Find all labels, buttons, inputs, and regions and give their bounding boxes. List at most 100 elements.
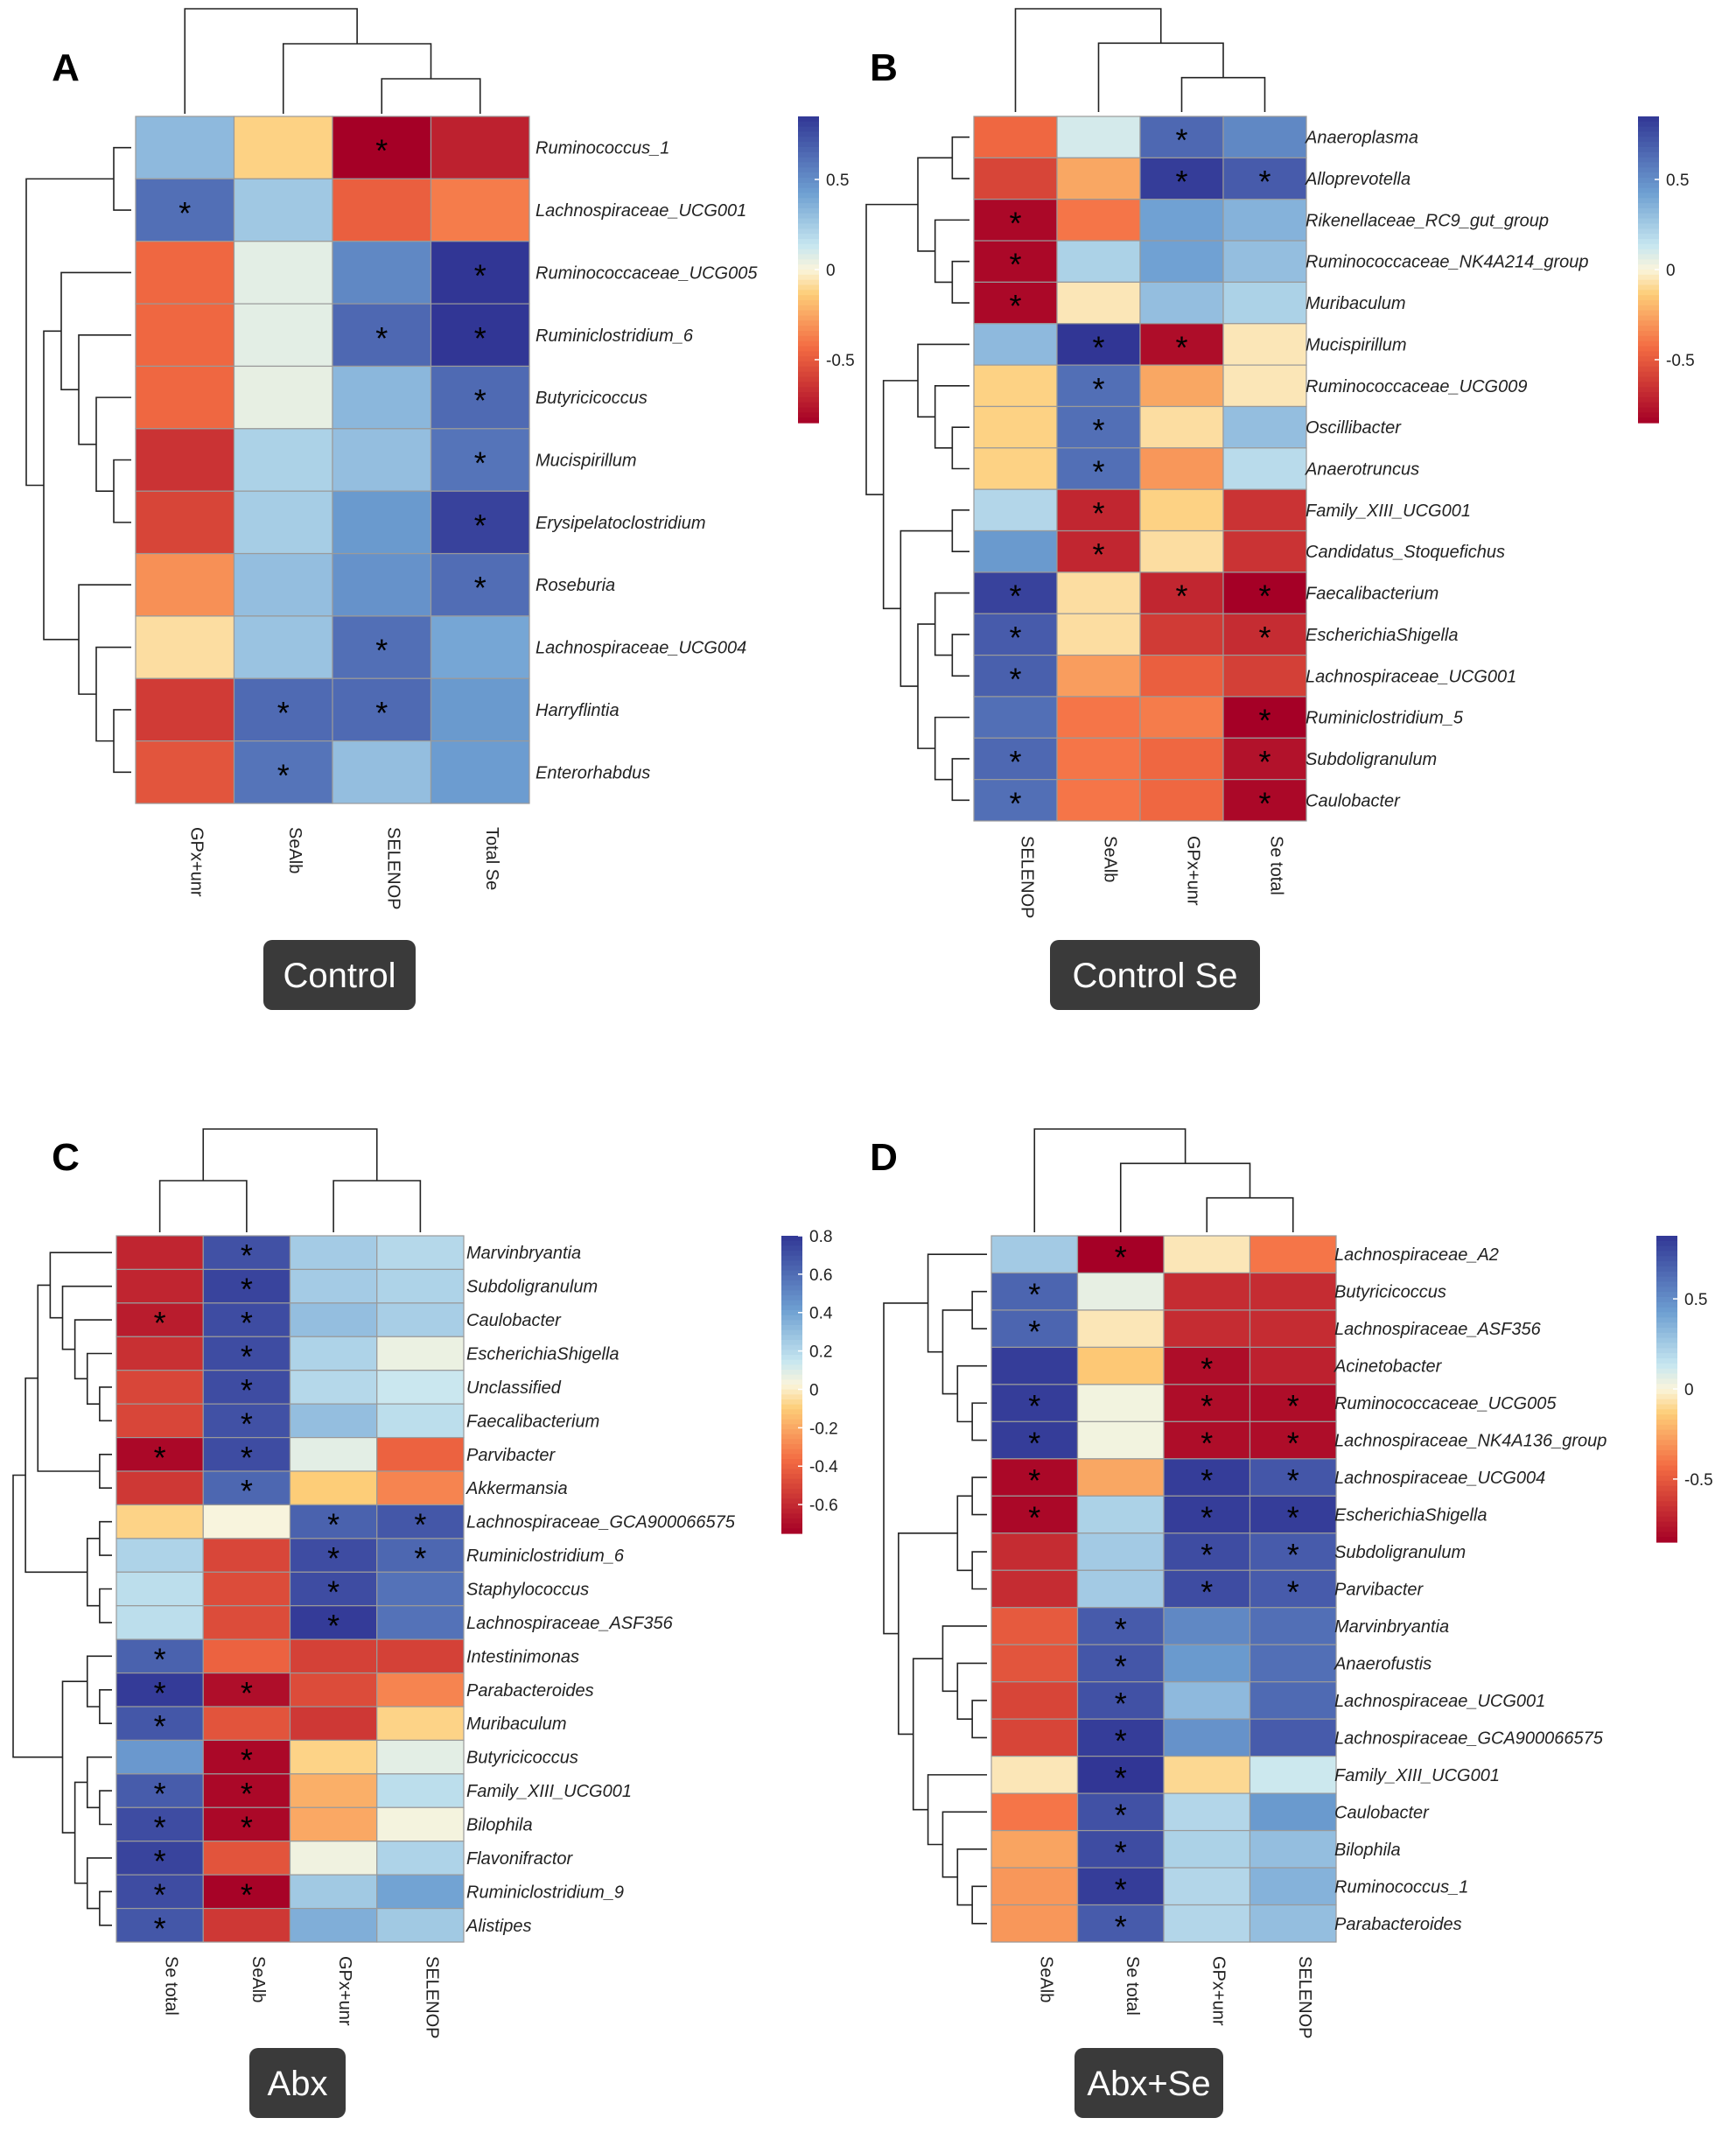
colorbar-segment <box>1656 1307 1677 1314</box>
colorbar-segment <box>781 1419 802 1425</box>
heatmap-cell <box>1139 199 1224 242</box>
row-label: Bilophila <box>466 1816 533 1835</box>
colorbar-segment <box>1656 1384 1677 1390</box>
row-label: Marvinbryantia <box>1334 1617 1449 1637</box>
heatmap-cell <box>135 615 235 679</box>
colorbar-segment <box>1656 1460 1677 1467</box>
colorbar-segment <box>1638 295 1659 301</box>
heatmap-cell <box>116 1336 204 1371</box>
row-dendrogram-branch <box>78 333 131 445</box>
significance-star: * <box>154 1843 166 1879</box>
heatmap-cell <box>1139 405 1224 449</box>
heatmap-cell <box>116 1571 204 1607</box>
group-label: Abx+Se <box>1087 2065 1210 2103</box>
row-label: Lachnospiraceae_ASF356 <box>1334 1320 1542 1339</box>
heatmap-cell <box>289 1806 378 1842</box>
heatmap-cell <box>973 323 1058 366</box>
significance-star: * <box>375 633 388 669</box>
colorbar-segment <box>1656 1373 1677 1379</box>
colorbar-tick-label: -0.5 <box>826 352 855 370</box>
heatmap-cell <box>990 1309 1079 1349</box>
colorbar-segment <box>1638 218 1659 225</box>
colorbar-segment <box>798 376 819 382</box>
row-dendrogram-branch <box>951 634 970 677</box>
colorbar-segment <box>781 1469 802 1475</box>
heatmap-cell <box>973 488 1058 532</box>
heatmap-cell <box>135 740 235 804</box>
colorbar-segment <box>798 162 819 168</box>
group-label-background <box>249 2048 346 2118</box>
colorbar-segment <box>781 1459 802 1465</box>
column-dendrogram <box>158 1128 422 1232</box>
colorbar-segment <box>798 361 819 368</box>
heatmap-cell <box>202 1874 291 1910</box>
colorbar-segment <box>781 1474 802 1480</box>
heatmap-cell <box>202 1571 291 1607</box>
heatmap-cell <box>233 740 333 804</box>
heatmap-cell <box>1222 281 1307 325</box>
heatmap-cell <box>1163 1235 1251 1274</box>
column-labels: GPx+unr SeAlb SELENOP Total Se <box>186 827 501 909</box>
colorbar-segment <box>1656 1261 1677 1267</box>
column-label: SeAlb <box>285 827 304 873</box>
colorbar-segment <box>798 387 819 393</box>
colorbar-segment <box>1656 1496 1677 1502</box>
heatmap-cell <box>202 1403 291 1439</box>
heatmap-cell <box>116 1268 204 1304</box>
row-label: Ruminococcaceae_UCG005 <box>536 263 758 283</box>
colorbar-segment <box>1656 1429 1677 1436</box>
row-dendrogram-branch <box>898 1532 958 1736</box>
heatmap-cell <box>289 1235 378 1271</box>
heatmap-cell <box>990 1644 1079 1683</box>
colorbar-segment <box>1638 167 1659 173</box>
colorbar-segment <box>781 1439 802 1445</box>
heatmap-cell <box>289 1874 378 1910</box>
heatmap-cell <box>990 1867 1079 1906</box>
heatmap-cell <box>376 1672 465 1708</box>
heatmap-cell <box>202 1302 291 1337</box>
significance-star: * <box>375 133 388 169</box>
colorbar-segment <box>1638 254 1659 260</box>
colorbar-segment <box>1656 1287 1677 1293</box>
heatmap-cell <box>973 529 1058 573</box>
row-dendrogram-branch <box>99 1588 112 1624</box>
significance-star: * <box>1258 620 1270 656</box>
column-label: SELENOP <box>383 827 402 909</box>
colorbar-segment <box>798 356 819 362</box>
row-dendrogram-branch <box>934 384 970 449</box>
colorbar-segment <box>1638 305 1659 312</box>
heatmap-cell <box>1139 696 1224 739</box>
colorbar-segment <box>781 1394 802 1400</box>
row-labels: Anaeroplasma Alloprevotella Rikenellaceae_… <box>1305 129 1589 811</box>
heatmap-cell <box>430 116 530 179</box>
heatmap-cell <box>1222 779 1307 822</box>
heatmap-cell <box>1056 613 1141 656</box>
heatmap-cell <box>116 1504 204 1539</box>
group-label: Control <box>284 957 396 995</box>
colorbar-segment <box>798 234 819 240</box>
significance-star: * <box>1115 1797 1127 1833</box>
column-dendrogram <box>1033 1128 1294 1232</box>
column-label: Se total <box>1267 836 1286 895</box>
significance-star: * <box>1115 1760 1127 1796</box>
heatmap-cell <box>135 365 235 430</box>
colorbar-segment <box>1638 284 1659 291</box>
row-label: Caulobacter <box>1306 791 1401 810</box>
significance-star: * <box>1287 1462 1299 1498</box>
row-label: Parabacteroides <box>1334 1915 1462 1934</box>
colorbar-segment <box>781 1448 802 1455</box>
colorbar-segment <box>781 1329 802 1336</box>
group-label-badge: Abx+Se <box>1074 2048 1223 2118</box>
heatmap-cell <box>332 365 432 430</box>
heatmap-cell <box>1222 323 1307 366</box>
colorbar-segment <box>1656 1404 1677 1410</box>
heatmap-cell <box>1163 1272 1251 1311</box>
row-label: Subdoligranulum <box>466 1278 598 1297</box>
row-dendrogram-branch <box>951 509 970 553</box>
colorbar-segment <box>1656 1378 1677 1385</box>
colorbar-segment <box>1638 376 1659 382</box>
heatmap-cell <box>430 740 530 804</box>
colorbar-segment <box>798 284 819 291</box>
colorbar-segment <box>781 1364 802 1371</box>
